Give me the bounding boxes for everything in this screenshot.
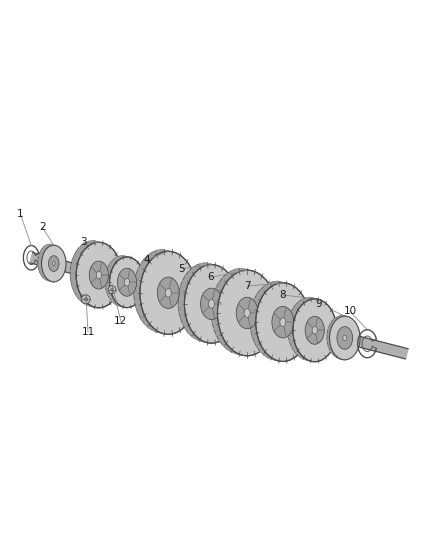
Ellipse shape: [42, 245, 66, 282]
Text: 5: 5: [179, 264, 185, 273]
Ellipse shape: [165, 288, 171, 297]
Ellipse shape: [184, 264, 239, 343]
Ellipse shape: [337, 327, 353, 349]
Text: 3: 3: [80, 238, 87, 247]
Ellipse shape: [201, 288, 223, 320]
Ellipse shape: [236, 297, 258, 329]
Ellipse shape: [244, 309, 250, 317]
Ellipse shape: [140, 252, 197, 334]
Ellipse shape: [96, 271, 102, 279]
Ellipse shape: [327, 316, 357, 359]
Ellipse shape: [110, 257, 145, 308]
Text: 8: 8: [279, 290, 286, 300]
Ellipse shape: [178, 263, 232, 342]
Text: 11: 11: [81, 327, 95, 337]
Ellipse shape: [108, 286, 116, 294]
Ellipse shape: [272, 306, 294, 338]
Ellipse shape: [49, 256, 59, 271]
Ellipse shape: [134, 250, 191, 333]
Ellipse shape: [343, 335, 347, 341]
Text: 12: 12: [114, 316, 127, 326]
Text: 2: 2: [39, 222, 46, 232]
Ellipse shape: [293, 299, 336, 362]
Ellipse shape: [208, 300, 215, 308]
Ellipse shape: [218, 270, 277, 356]
Ellipse shape: [53, 262, 55, 265]
Text: 7: 7: [244, 281, 251, 291]
Ellipse shape: [38, 244, 62, 281]
Ellipse shape: [117, 268, 137, 296]
Ellipse shape: [329, 316, 360, 360]
Ellipse shape: [81, 295, 90, 304]
Text: 4: 4: [144, 255, 150, 265]
Ellipse shape: [256, 283, 310, 361]
Ellipse shape: [157, 277, 179, 309]
Ellipse shape: [280, 318, 286, 326]
Ellipse shape: [288, 297, 331, 360]
Ellipse shape: [70, 241, 116, 306]
Text: 10: 10: [343, 306, 357, 317]
Text: 1: 1: [17, 209, 24, 219]
Ellipse shape: [76, 243, 122, 308]
Text: 6: 6: [207, 272, 214, 282]
Ellipse shape: [110, 288, 113, 291]
Ellipse shape: [211, 269, 271, 354]
Ellipse shape: [250, 281, 304, 360]
Ellipse shape: [124, 278, 130, 286]
Ellipse shape: [105, 256, 140, 306]
Text: 9: 9: [315, 298, 322, 309]
Ellipse shape: [89, 261, 109, 289]
Polygon shape: [30, 253, 408, 359]
Ellipse shape: [305, 316, 325, 344]
Ellipse shape: [312, 326, 318, 334]
Ellipse shape: [84, 297, 88, 301]
